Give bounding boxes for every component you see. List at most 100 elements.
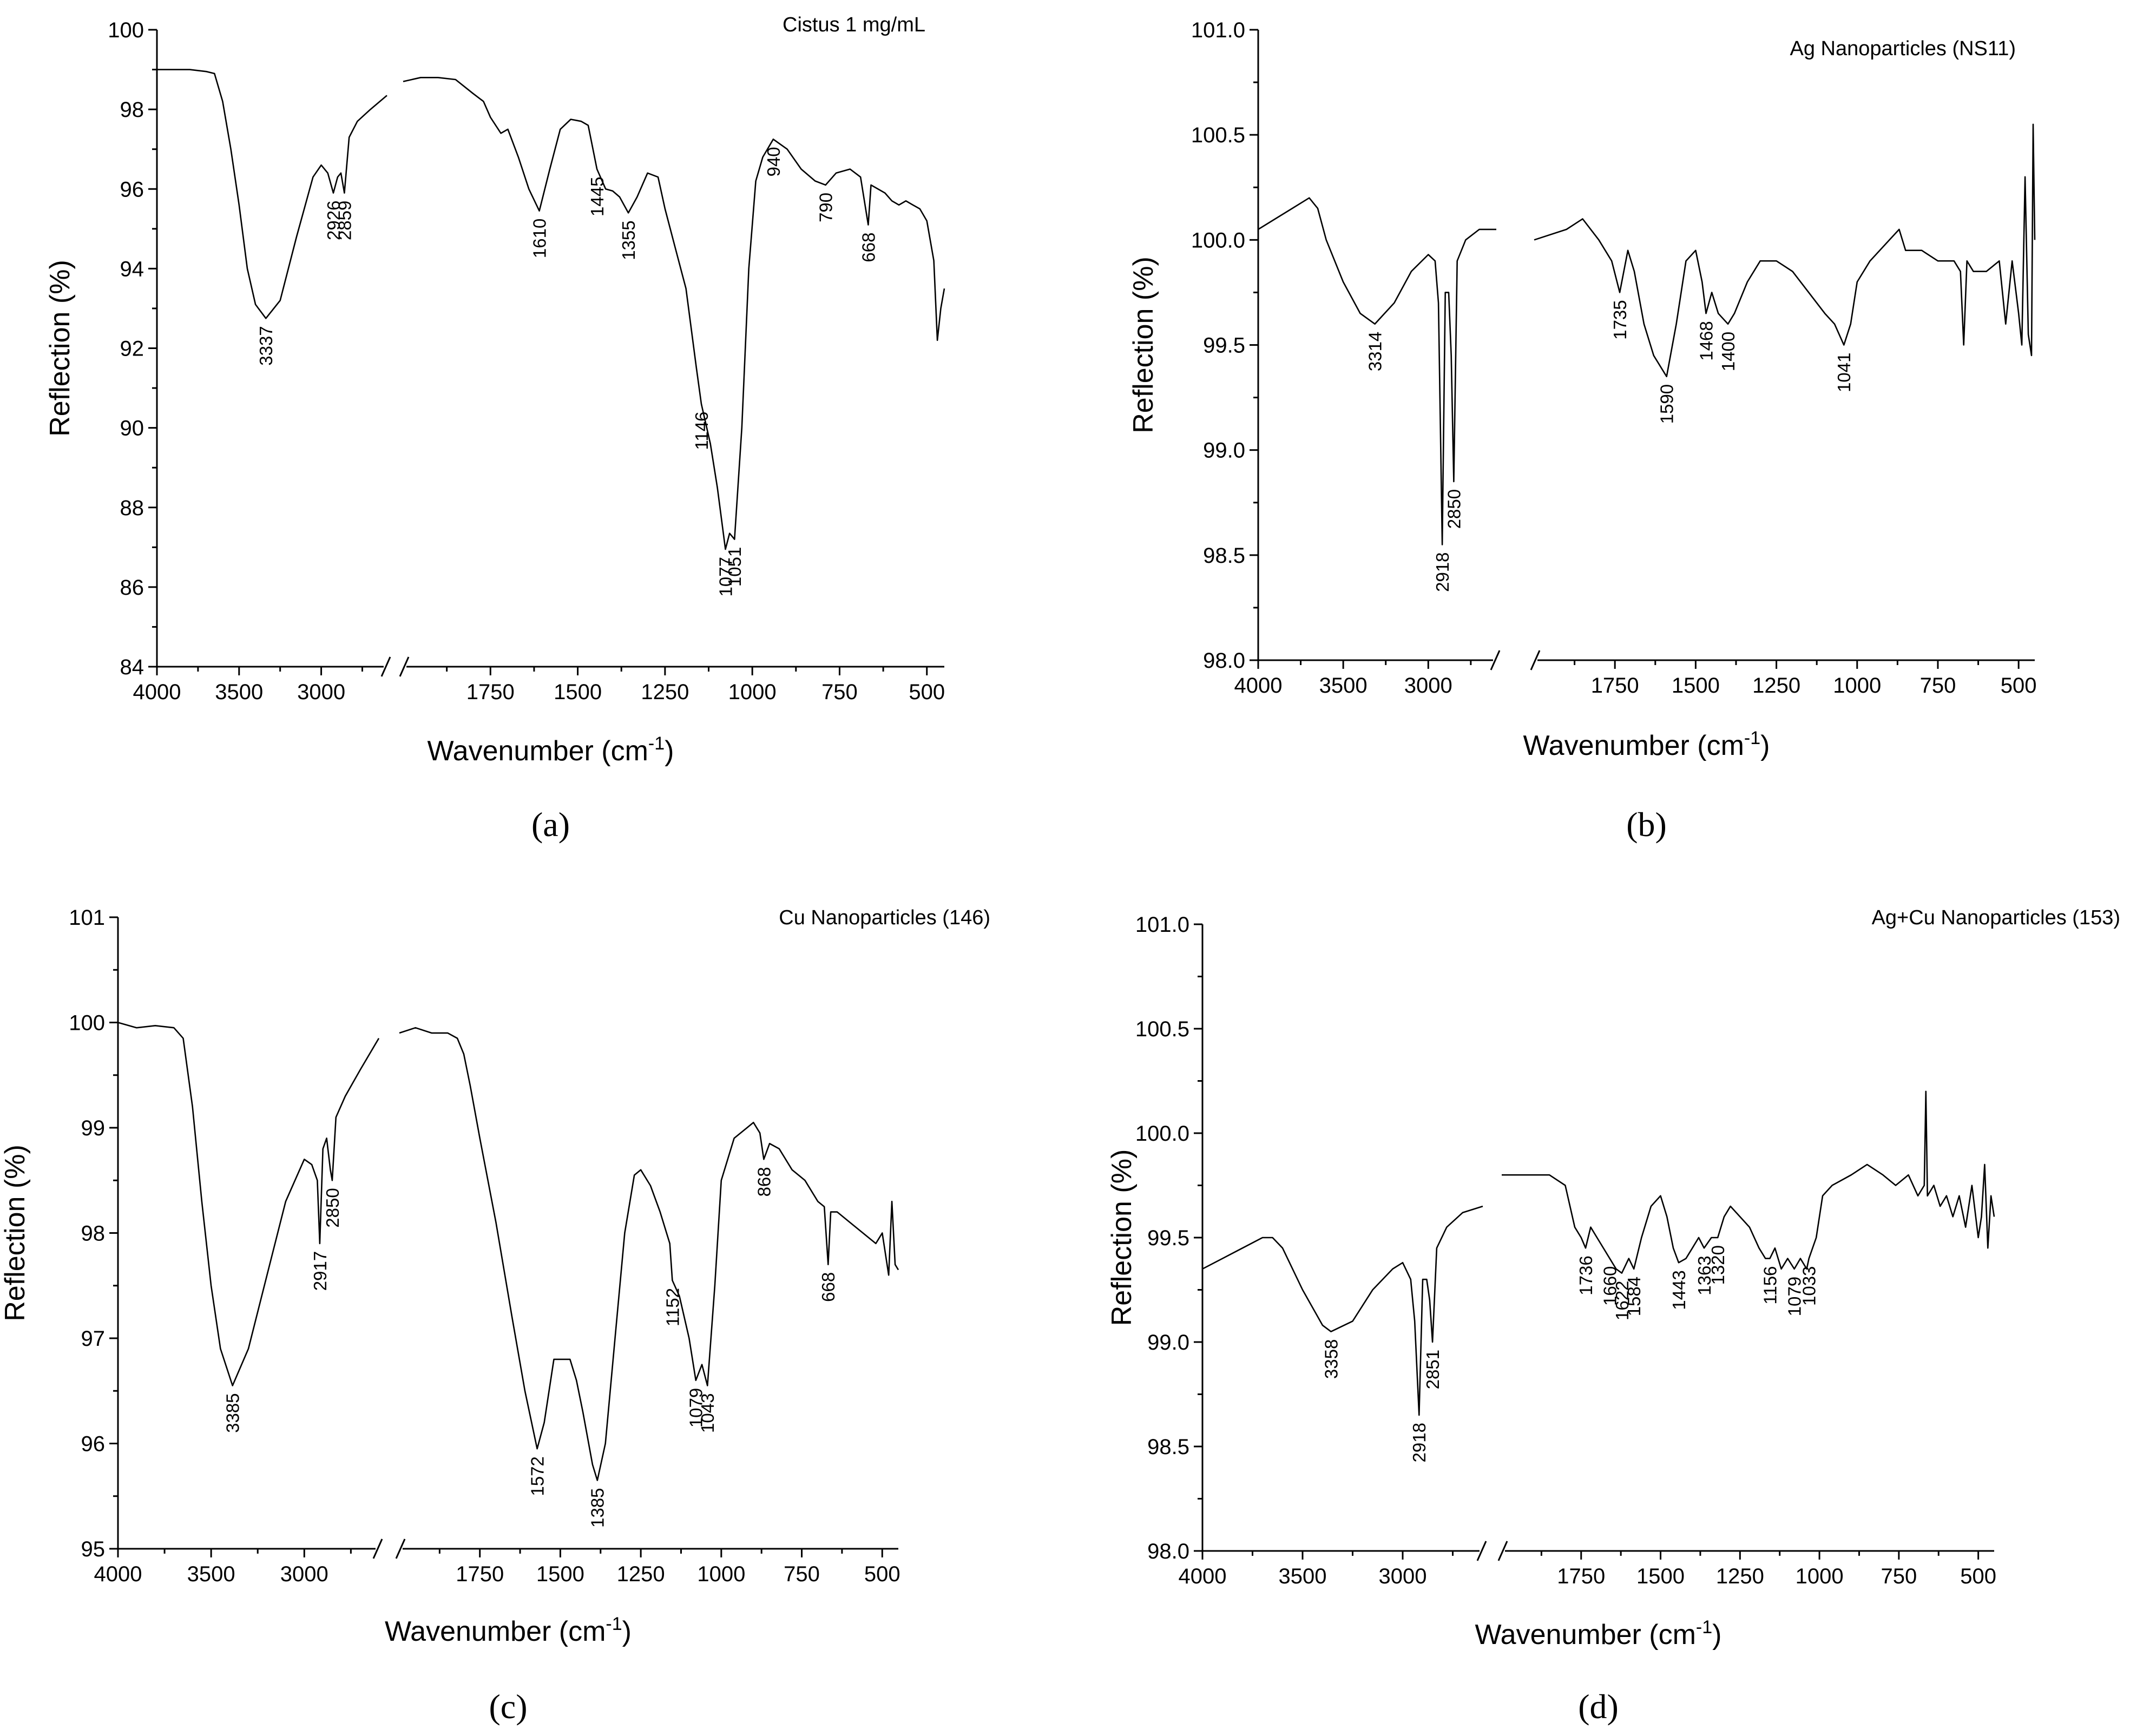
peak-label: 1320 (1708, 1245, 1728, 1285)
x-tick-label: 1500 (1636, 1564, 1685, 1588)
x-tick-label: 1500 (536, 1562, 584, 1586)
y-tick-label: 98 (81, 1222, 106, 1246)
peak-label: 1584 (1624, 1277, 1644, 1316)
y-tick-label: 101.0 (1135, 913, 1189, 937)
spectrum-line-segment-2 (403, 77, 945, 550)
y-tick-label: 100.5 (1191, 123, 1245, 147)
x-tick-label: 750 (1920, 674, 1956, 698)
x-tick-label: 1500 (1672, 674, 1720, 698)
peak-label: 1572 (528, 1456, 548, 1496)
spectrum-line-segment-2 (1502, 1090, 1995, 1274)
x-axis-label: Wavenumber (cm-1) (428, 733, 674, 767)
x-tick-label: 3000 (1404, 674, 1452, 698)
x-tick-label: 1750 (1557, 1564, 1605, 1588)
x-tick-label: 4000 (133, 680, 181, 704)
x-tick-label: 750 (1881, 1564, 1917, 1588)
peak-label: 1610 (530, 219, 550, 258)
spectrum-line-segment-1 (1258, 197, 1496, 545)
y-tick-label: 101.0 (1191, 18, 1245, 42)
y-tick-label: 98 (120, 98, 144, 122)
y-tick-label: 92 (120, 337, 144, 361)
y-axis-label: Reflection (%) (1106, 1149, 1138, 1326)
peak-label: 2851 (1423, 1350, 1443, 1389)
x-tick-label: 1500 (554, 680, 602, 704)
peak-label: 2918 (1432, 552, 1452, 591)
x-tick-label: 4000 (1234, 674, 1283, 698)
x-tick-label: 4000 (1179, 1564, 1227, 1588)
x-tick-label: 1250 (641, 680, 689, 704)
peak-label: 1443 (1669, 1270, 1689, 1310)
y-tick-label: 98.5 (1147, 1435, 1189, 1459)
peak-label: 3385 (223, 1393, 243, 1432)
peak-label: 2850 (323, 1188, 343, 1227)
spectrum-line-segment-1 (1202, 1205, 1483, 1416)
x-tick-label: 1750 (456, 1562, 504, 1586)
peak-label: 2926 (324, 201, 344, 240)
panel-letter: (d) (1578, 1687, 1619, 1726)
chart-title: Cu Nanoparticles (146) (779, 906, 990, 929)
peak-label: 790 (816, 193, 836, 222)
peak-label: 1622 (1612, 1281, 1632, 1320)
y-tick-label: 101 (69, 906, 105, 930)
peak-label: 940 (764, 147, 784, 176)
y-tick-label: 97 (81, 1327, 106, 1351)
peak-label: 1079 (686, 1388, 706, 1428)
x-tick-label: 1250 (617, 1562, 665, 1586)
peak-label: 1735 (1610, 300, 1630, 339)
x-tick-label: 1750 (466, 680, 515, 704)
y-tick-label: 99.5 (1147, 1226, 1189, 1250)
y-tick-label: 98.5 (1203, 544, 1245, 568)
peak-label: 2859 (334, 201, 354, 240)
peak-label: 2917 (310, 1251, 330, 1291)
peak-label: 1468 (1696, 321, 1716, 360)
x-tick-label: 3500 (1319, 674, 1368, 698)
x-tick-label: 3500 (1279, 1564, 1327, 1588)
x-tick-label: 500 (909, 680, 945, 704)
axis-break-mark (395, 1538, 406, 1559)
y-tick-label: 99.5 (1203, 334, 1245, 358)
x-tick-label: 1000 (697, 1562, 745, 1586)
x-tick-label: 3000 (297, 680, 345, 704)
chart-title: Ag+Cu Nanoparticles (153) (1872, 906, 2120, 929)
y-axis-label: Reflection (%) (44, 260, 76, 437)
y-tick-label: 88 (120, 496, 144, 520)
spectrum-line-segment-1 (157, 69, 387, 319)
y-tick-label: 96 (120, 177, 144, 201)
peak-label: 1051 (725, 547, 745, 587)
x-tick-label: 1000 (728, 680, 777, 704)
peak-label: 1077 (715, 557, 735, 596)
peak-label: 1152 (662, 1288, 682, 1326)
panel-b: 98.0 98.5 99.0 99.5 100.0 100.5 101.0 4000 3500 3… (1128, 18, 2037, 844)
x-axis-label: Wavenumber (cm-1) (1523, 728, 1770, 761)
x-tick-label: 750 (784, 1562, 820, 1586)
x-tick-label: 1250 (1752, 674, 1800, 698)
y-tick-label: 100 (69, 1011, 105, 1035)
peak-label: 1033 (1799, 1266, 1819, 1306)
y-tick-label: 100.0 (1135, 1122, 1189, 1146)
x-tick-label: 3000 (280, 1562, 328, 1586)
peak-label: 1043 (698, 1393, 718, 1433)
y-tick-label: 90 (120, 417, 144, 440)
axis-break-mark (1530, 650, 1541, 670)
peak-label: 1363 (1694, 1255, 1714, 1295)
y-tick-label: 84 (120, 655, 144, 679)
y-tick-label: 99 (81, 1116, 106, 1140)
x-tick-label: 4000 (94, 1562, 142, 1586)
panel-letter: (b) (1626, 805, 1667, 844)
axis-break-mark (1497, 1541, 1508, 1561)
peak-label: 2850 (1444, 489, 1464, 529)
spectrum-line-segment-2 (1534, 123, 2036, 378)
panel-a: 84 86 88 90 92 94 96 98 100 4000 3500 3000 1750 1500 1… (44, 14, 945, 844)
spectrum-line-segment-1 (117, 1022, 380, 1386)
peak-label: 1385 (588, 1488, 608, 1528)
y-tick-label: 98.0 (1147, 1540, 1189, 1563)
axis-break-mark (1476, 1541, 1487, 1561)
y-tick-label: 100.5 (1135, 1017, 1189, 1041)
y-axis-label: Reflection (%) (0, 1145, 31, 1321)
panel-c: 95 96 97 98 99 100 101 4000 3500 3000 1750 1500 1250… (0, 906, 990, 1726)
peak-label: 1445 (587, 177, 607, 216)
y-tick-label: 94 (120, 257, 144, 281)
y-axis-label: Reflection (%) (1128, 257, 1159, 433)
peak-label: 2918 (1409, 1423, 1429, 1462)
